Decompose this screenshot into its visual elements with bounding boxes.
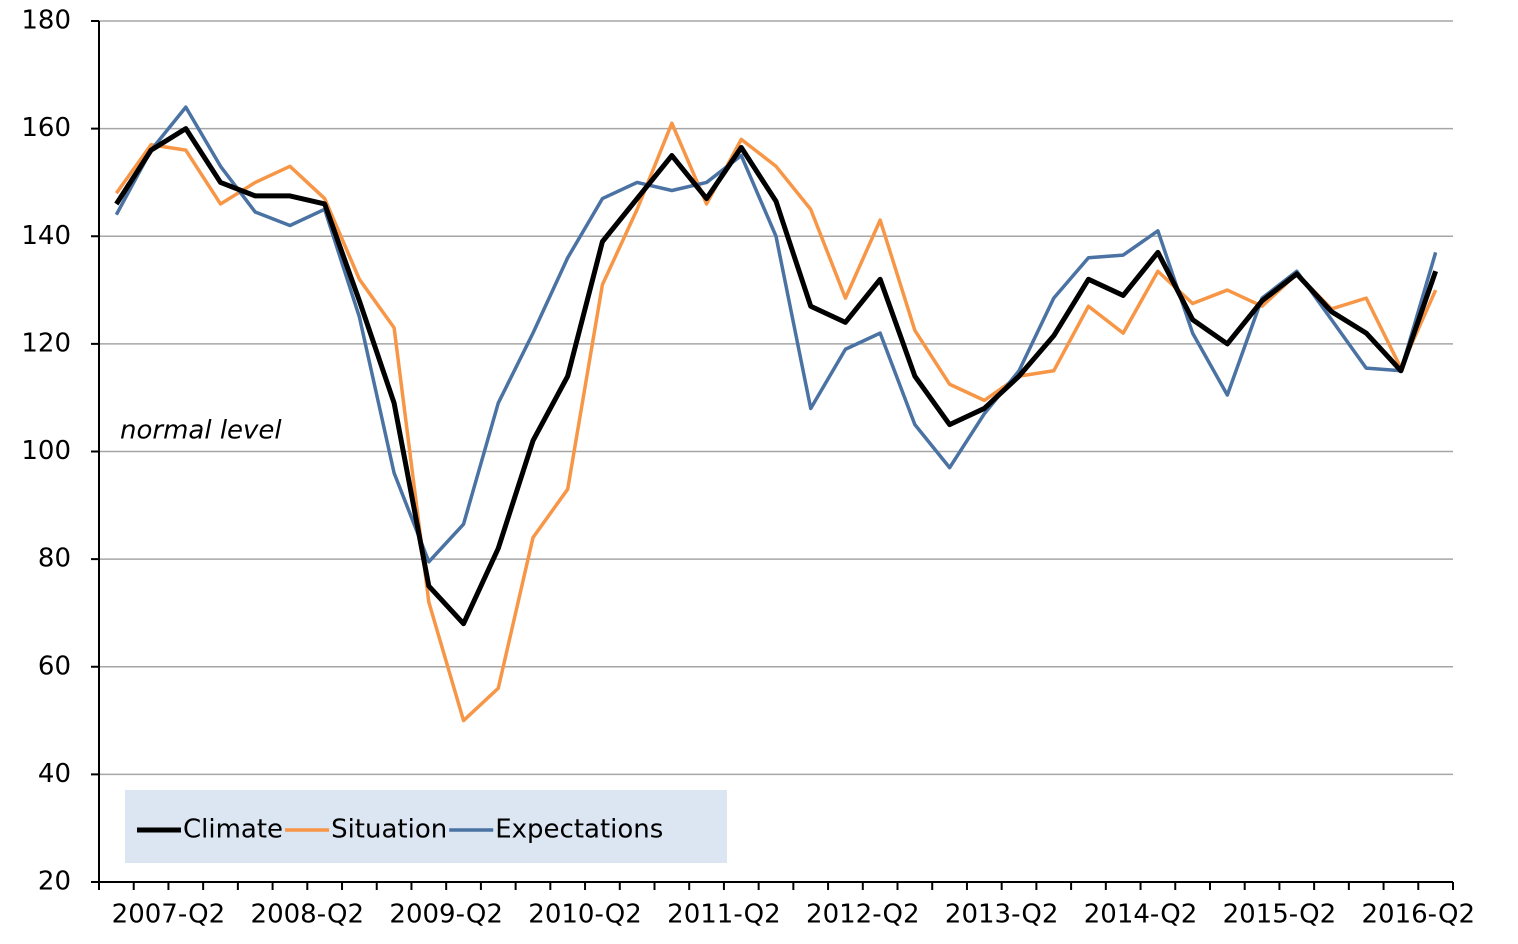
x-tick-label: 2015-Q2 <box>1223 900 1337 930</box>
x-tick-label: 2010-Q2 <box>528 900 642 930</box>
y-tick-label: 160 <box>21 113 71 143</box>
legend-label: Climate <box>183 815 283 845</box>
annotation: normal level <box>120 416 282 446</box>
x-tick-label: 2013-Q2 <box>945 900 1059 930</box>
line-series <box>114 126 1439 627</box>
y-tick-label: 100 <box>21 436 71 466</box>
x-tick-label: 2016-Q2 <box>1362 900 1476 930</box>
y-tick-label: 60 <box>38 651 71 681</box>
x-tick-label: 2011-Q2 <box>667 900 781 930</box>
x-tick-label: 2007-Q2 <box>112 900 226 930</box>
line-series <box>114 105 1438 564</box>
legend-label: Expectations <box>495 815 663 845</box>
x-tick-label: 2014-Q2 <box>1084 900 1198 930</box>
line-series <box>114 121 1438 723</box>
y-tick-label: 140 <box>21 221 71 251</box>
legend-label: Situation <box>331 815 447 845</box>
x-tick-label: 2009-Q2 <box>389 900 503 930</box>
y-tick-label: 80 <box>38 544 71 574</box>
y-tick-label: 40 <box>38 759 71 789</box>
y-tick-label: 20 <box>38 867 71 897</box>
x-tick-label: 2012-Q2 <box>806 900 920 930</box>
x-tick-label: 2008-Q2 <box>251 900 365 930</box>
y-tick-label: 180 <box>21 6 71 36</box>
y-tick-label: 120 <box>21 328 71 358</box>
legend-box <box>125 790 727 863</box>
